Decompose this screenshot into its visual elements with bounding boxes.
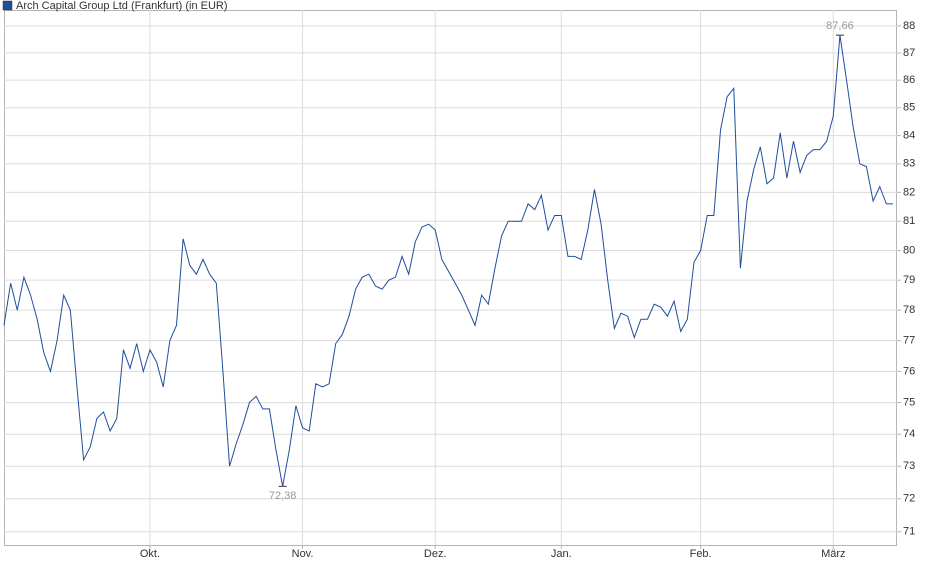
- y-tick-label: 86: [903, 74, 915, 86]
- y-tick-label: 82: [903, 186, 915, 198]
- x-tick-label: Okt.: [140, 548, 160, 560]
- y-tick-label: 87: [903, 47, 915, 59]
- y-tick-label: 80: [903, 244, 915, 256]
- y-tick-label: 72: [903, 493, 915, 505]
- x-tick-label: Jan.: [551, 548, 572, 560]
- x-tick-label: März: [821, 548, 845, 560]
- y-tick-label: 81: [903, 215, 915, 227]
- value-label: 72,38: [269, 490, 297, 502]
- value-label: 87,66: [826, 20, 854, 32]
- y-tick-label: 77: [903, 334, 915, 346]
- y-tick-label: 76: [903, 365, 915, 377]
- x-tick-label: Feb.: [690, 548, 712, 560]
- y-tick-label: 88: [903, 20, 915, 32]
- y-tick-label: 75: [903, 396, 915, 408]
- y-tick-label: 78: [903, 304, 915, 316]
- y-tick-label: 85: [903, 102, 915, 114]
- y-tick-label: 84: [903, 130, 915, 142]
- x-tick-label: Dez.: [424, 548, 447, 560]
- legend-label: Arch Capital Group Ltd (Frankfurt) (in E…: [16, 0, 228, 12]
- legend-swatch: [2, 0, 13, 11]
- x-tick-label: Nov.: [292, 548, 314, 560]
- y-tick-label: 83: [903, 158, 915, 170]
- y-tick-label: 79: [903, 274, 915, 286]
- y-tick-label: 74: [903, 428, 915, 440]
- price-line: [3, 35, 893, 487]
- plot-frame: [4, 10, 897, 546]
- y-tick-label: 71: [903, 526, 915, 538]
- y-tick-label: 73: [903, 460, 915, 472]
